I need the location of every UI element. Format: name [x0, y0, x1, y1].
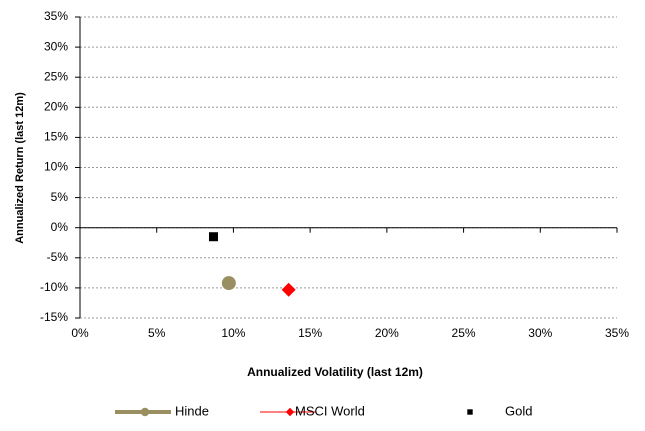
- point: [281, 282, 296, 297]
- x-tick-label: 35%: [605, 326, 629, 340]
- y-tick-label: 35%: [44, 9, 68, 23]
- x-tick-label: 30%: [528, 326, 552, 340]
- legend-label: Hinde: [175, 403, 209, 418]
- x-tick-label: 0%: [71, 326, 89, 340]
- y-tick-label: -5%: [47, 250, 69, 264]
- x-tick-label: 5%: [148, 326, 166, 340]
- x-tick-label: 20%: [375, 326, 399, 340]
- y-tick-label: 5%: [51, 190, 69, 204]
- legend-marker: [467, 409, 473, 415]
- x-tick-label: 15%: [298, 326, 322, 340]
- y-axis-label: Annualized Return (last 12m): [14, 92, 26, 244]
- legend-label: MSCI World: [295, 403, 365, 418]
- y-tick-label: 30%: [44, 39, 68, 53]
- y-tick-label: 10%: [44, 160, 68, 174]
- point: [208, 232, 218, 242]
- y-tick-label: 0%: [51, 220, 69, 234]
- legend-marker: [285, 407, 295, 417]
- legend-marker: [140, 407, 150, 417]
- point: [221, 276, 236, 291]
- x-tick-label: 10%: [221, 326, 245, 340]
- x-tick-label: 25%: [452, 326, 476, 340]
- y-tick-label: -10%: [40, 280, 68, 294]
- legend-label: Gold: [505, 403, 532, 418]
- y-tick-label: 25%: [44, 69, 68, 83]
- y-tick-label: 15%: [44, 130, 68, 144]
- x-axis-label: Annualized Volatility (last 12m): [247, 365, 423, 379]
- y-tick-label: 20%: [44, 99, 68, 113]
- y-tick-label: -15%: [40, 310, 68, 324]
